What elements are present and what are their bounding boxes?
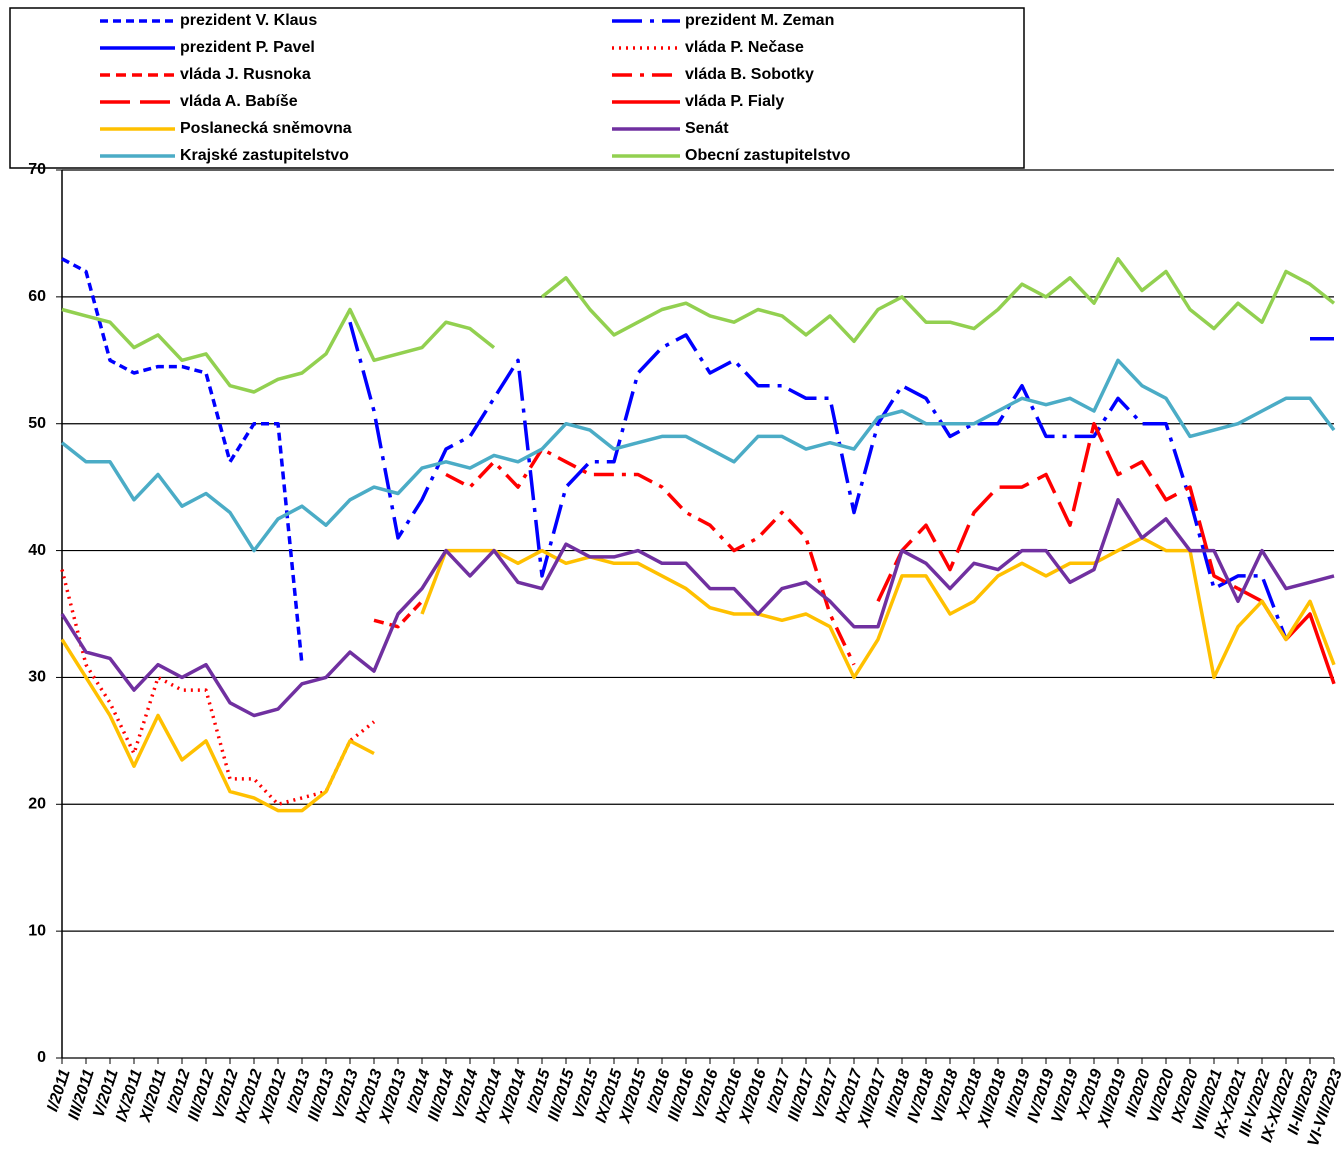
y-tick-label: 20 bbox=[28, 796, 46, 813]
series-line bbox=[876, 421, 1239, 603]
series-line bbox=[60, 498, 1335, 718]
legend-label: Senát bbox=[685, 120, 729, 137]
legend-label: vláda A. Babíše bbox=[180, 93, 298, 110]
legend-label: Poslanecká sněmovna bbox=[180, 120, 352, 137]
legend-label: prezident M. Zeman bbox=[685, 12, 834, 29]
y-tick-label: 40 bbox=[28, 542, 46, 559]
y-tick-label: 0 bbox=[37, 1049, 46, 1066]
legend-box bbox=[9, 7, 1025, 169]
legend-label: Krajské zastupitelstvo bbox=[180, 147, 349, 164]
legend-label: Obecní zastupitelstvo bbox=[685, 147, 851, 164]
series-line bbox=[61, 257, 1336, 394]
series-line bbox=[348, 321, 1288, 641]
series-line bbox=[61, 257, 304, 665]
legend-label: vláda P. Nečase bbox=[685, 39, 804, 56]
series-line bbox=[445, 447, 856, 666]
legend-label: prezident V. Klaus bbox=[180, 12, 317, 29]
legend-label: vláda B. Sobotky bbox=[685, 66, 814, 83]
series-line bbox=[373, 600, 424, 629]
y-tick-label: 60 bbox=[28, 288, 46, 305]
y-tick-label: 10 bbox=[28, 922, 46, 939]
y-tick-label: 50 bbox=[28, 415, 46, 432]
series-line bbox=[60, 536, 1336, 813]
legend-label: vláda J. Rusnoka bbox=[180, 66, 311, 83]
legend-label: vláda P. Fialy bbox=[685, 93, 784, 110]
legend-label: prezident P. Pavel bbox=[180, 39, 315, 56]
y-tick-label: 30 bbox=[28, 669, 46, 686]
y-tick-label: 70 bbox=[28, 161, 46, 178]
series-line bbox=[60, 358, 1336, 553]
